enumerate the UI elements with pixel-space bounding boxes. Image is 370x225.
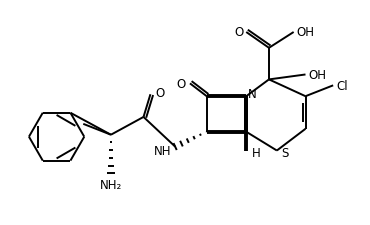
- Text: N: N: [248, 87, 257, 100]
- Text: O: O: [234, 26, 243, 39]
- Text: S: S: [281, 146, 288, 159]
- Text: NH₂: NH₂: [100, 178, 122, 191]
- Text: O: O: [155, 86, 165, 99]
- Text: OH: OH: [309, 69, 326, 82]
- Text: O: O: [177, 77, 186, 90]
- Text: Cl: Cl: [336, 79, 348, 92]
- Text: OH: OH: [297, 26, 314, 39]
- Text: H: H: [252, 146, 261, 159]
- Text: NH: NH: [154, 144, 171, 157]
